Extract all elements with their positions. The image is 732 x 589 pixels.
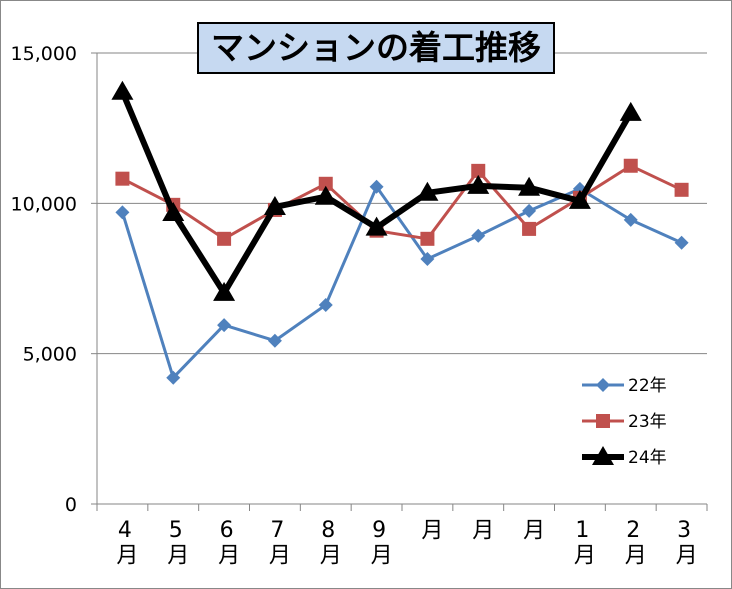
legend-label: 22年 [628,376,667,396]
data-point [111,80,134,100]
y-tick-label: 5,000 [23,344,77,366]
x-tick-label-text: 4月 [112,518,137,565]
series-line [120,185,683,380]
legend-label: 23年 [628,412,667,432]
x-tick-label-text: 11月 [468,518,493,540]
x-tick-label-text: 9月 [366,518,391,565]
y-tick-label: 0 [65,494,77,516]
x-tick-label: 3月 [671,518,696,565]
data-point [471,163,486,178]
x-tick-label-text: 5月 [163,518,188,565]
data-point [420,251,435,266]
x-tick-label: 12月 [519,518,544,540]
data-point [416,181,439,201]
data-point [217,318,232,333]
series-24年: 24年 [111,80,667,468]
x-tick-label-text: 7月 [264,518,289,565]
data-point [217,231,232,246]
legend-marker [592,446,614,465]
data-point [318,176,333,191]
data-point [162,201,185,221]
data-point [267,333,282,348]
y-tick-label: 10,000 [11,193,77,215]
data-point [619,101,642,121]
data-point [213,281,236,301]
data-point [522,203,537,218]
x-tick-label-text: 3月 [671,518,696,565]
x-tick-label: 2月 [620,518,645,565]
legend-label: 24年 [628,448,667,468]
data-point [115,205,130,220]
x-tick-label: 6月 [214,518,239,565]
x-tick-label: 10月 [417,518,442,540]
x-tick-label-text: 10月 [417,518,442,540]
series-line [121,164,683,241]
x-tick-label: 4月 [112,518,137,565]
x-tick-label: 8月 [315,518,340,565]
data-point [471,228,486,243]
y-tick-label: 15,000 [11,43,77,65]
x-tick-label-text: 12月 [519,518,544,540]
x-tick-label: 5月 [163,518,188,565]
legend-marker [596,414,610,428]
x-tick-label: 9月 [366,518,391,565]
chart-title: マンションの着工推移 [197,22,555,74]
data-point [518,176,541,196]
legend-marker [596,378,610,392]
x-tick-label-text: 1月 [569,518,594,565]
data-point [568,189,591,209]
data-point [166,370,181,385]
data-point [314,185,337,205]
data-point [674,182,689,197]
data-point [623,212,638,227]
data-point [420,231,435,246]
data-point [263,195,286,215]
data-point [318,297,333,312]
data-point [522,221,537,236]
series-23年: 23年 [115,158,689,432]
data-point [115,171,130,186]
data-point [365,216,388,236]
data-point [369,179,384,194]
x-tick-label: 7月 [264,518,289,565]
x-tick-label: 1月 [569,518,594,565]
data-point [623,158,638,173]
x-tick-label-text: 2月 [620,518,645,565]
x-tick-label: 11月 [468,518,493,540]
data-point [674,235,689,250]
x-tick-label-text: 8月 [315,518,340,565]
x-tick-label-text: 6月 [214,518,239,565]
data-point [467,174,490,194]
